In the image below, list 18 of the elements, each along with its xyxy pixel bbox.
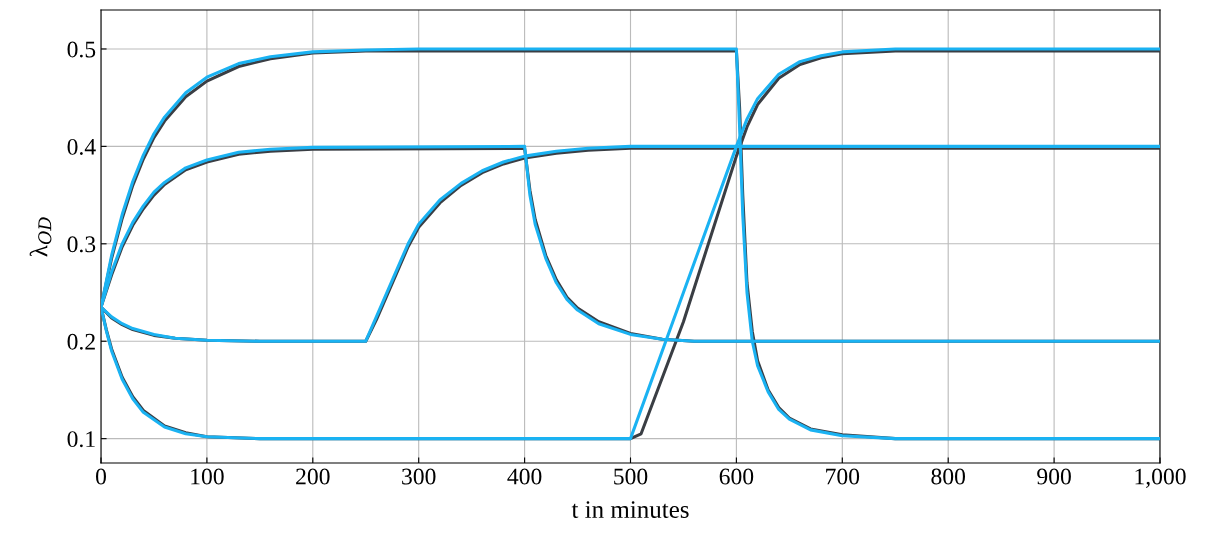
x-tick-label: 300 [402, 468, 436, 485]
y-tick-label: 0.2 [67, 333, 95, 350]
x-tick-label: 400 [507, 468, 542, 485]
y-tick-label: 0.1 [67, 431, 95, 448]
x-tick-label: 1,000 [1135, 468, 1186, 488]
y-tick-label: 0.3 [67, 236, 96, 253]
x-tick-label: 700 [826, 468, 860, 485]
x-tick-label: 100 [191, 468, 224, 485]
x-tick-label: 800 [931, 468, 966, 485]
y-axis-title: λ$_{OD}$ [29, 217, 52, 257]
x-tick-label: 900 [1037, 468, 1071, 485]
x-tick-label: 0 [96, 468, 106, 485]
x-axis-title: t in minutes [571, 501, 689, 518]
y-tick-label: 0.5 [67, 41, 96, 58]
x-tick-label: 200 [296, 468, 330, 485]
x-tick-label: 600 [719, 468, 754, 485]
y-tick-label: 0.4 [67, 138, 96, 155]
x-tick-label: 500 [614, 468, 648, 485]
